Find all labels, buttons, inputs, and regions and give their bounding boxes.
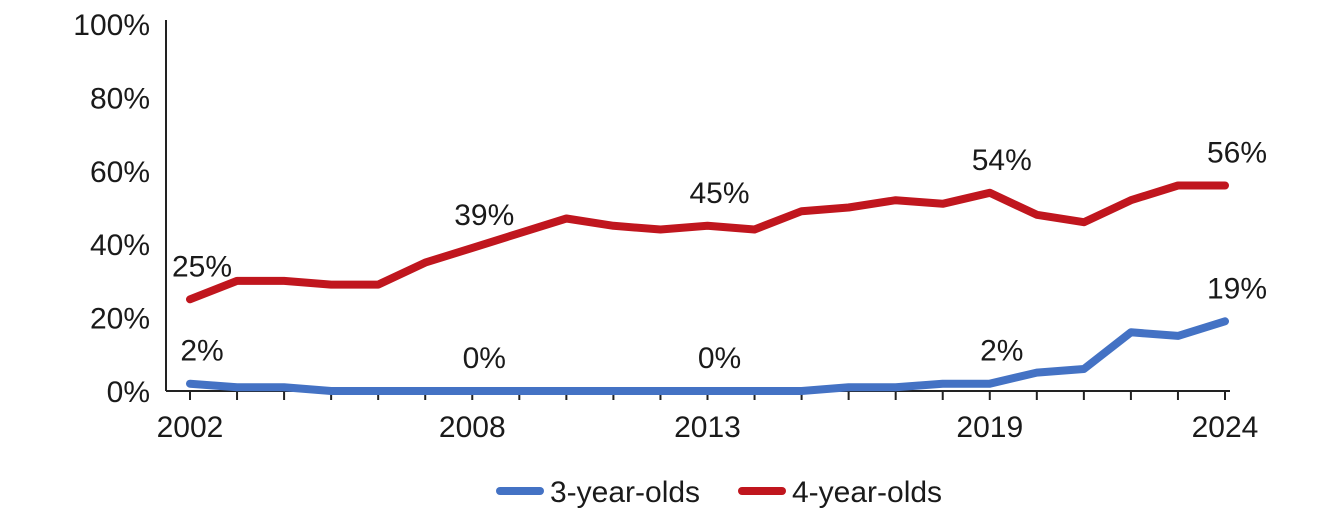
data-label: 0% xyxy=(463,342,506,375)
data-label: 2% xyxy=(980,335,1023,368)
y-tick-label: 100% xyxy=(73,9,150,42)
y-tick-label: 60% xyxy=(90,156,150,189)
x-tick-label: 2024 xyxy=(1192,411,1259,444)
y-axis: 0% 20% 40% 60% 80% 100% xyxy=(73,9,167,409)
x-axis: 2002 2008 2013 2019 2024 xyxy=(157,390,1259,444)
y-tick-label: 40% xyxy=(90,229,150,262)
data-label: 54% xyxy=(972,144,1032,177)
data-label: 56% xyxy=(1207,136,1267,169)
data-label: 2% xyxy=(180,335,223,368)
legend-label: 3-year-olds xyxy=(550,476,700,509)
data-label: 0% xyxy=(698,342,741,375)
legend: 3-year-olds 4-year-olds xyxy=(496,476,942,509)
series-line-3-year-olds xyxy=(186,317,1229,395)
x-tick-label: 2008 xyxy=(439,411,506,444)
data-labels: 2% 0% 0% 2% 19% 25% 39% 45% 54% 56% xyxy=(172,136,1267,375)
y-tick-label: 80% xyxy=(90,82,150,115)
data-label: 25% xyxy=(172,250,232,283)
y-tick-label: 0% xyxy=(107,376,150,409)
x-tick-label: 2013 xyxy=(674,411,741,444)
x-tick-label: 2002 xyxy=(157,411,224,444)
y-tick-label: 20% xyxy=(90,303,150,336)
data-label: 19% xyxy=(1207,272,1267,305)
data-label: 45% xyxy=(689,177,749,210)
series-line-4-year-olds xyxy=(186,181,1229,304)
series-lines xyxy=(186,181,1229,395)
data-label: 39% xyxy=(454,199,514,232)
legend-label: 4-year-olds xyxy=(792,476,942,509)
x-tick-label: 2019 xyxy=(956,411,1023,444)
